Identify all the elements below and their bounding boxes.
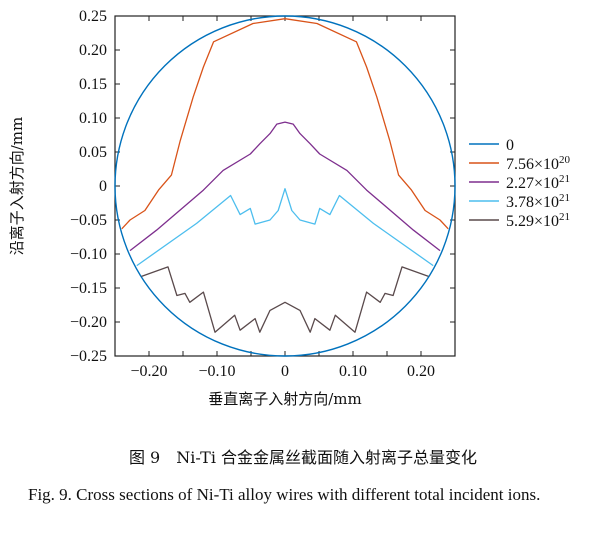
x-tick-label: −0.10 bbox=[198, 363, 235, 380]
x-tick-label: −0.20 bbox=[130, 363, 167, 380]
chart: 0.25 0.20 0.15 0.10 0.05 0 −0.05 −0.10 −0.15 −0.2… bbox=[8, 8, 571, 408]
y-tick-label: 0.20 bbox=[79, 42, 107, 59]
y-tick-label: −0.10 bbox=[70, 246, 107, 263]
y-tick-label: 0.15 bbox=[79, 76, 107, 93]
series-line-2 bbox=[129, 121, 441, 252]
series-line-3 bbox=[136, 188, 434, 267]
series-line-4 bbox=[141, 266, 429, 333]
series-line-0 bbox=[114, 15, 456, 357]
legend-label: 2.27×1021 bbox=[506, 173, 570, 192]
legend-label: 5.29×1021 bbox=[506, 211, 570, 230]
y-tick-label: −0.25 bbox=[70, 348, 107, 365]
x-tick-label: 0 bbox=[281, 363, 289, 380]
y-tick-label: 0.25 bbox=[79, 8, 107, 25]
plot-area: 0.25 0.20 0.15 0.10 0.05 0 −0.05 −0.10 −0.15 −0.2… bbox=[70, 8, 456, 380]
y-tick-label: 0.05 bbox=[79, 144, 107, 161]
legend-label: 0 bbox=[506, 137, 514, 154]
caption-english: Fig. 9. Cross sections of Ni-Ti alloy wi… bbox=[28, 485, 541, 504]
x-axis-label: 垂直离子入射方向/mm bbox=[208, 390, 362, 408]
legend-label: 7.56×1020 bbox=[506, 154, 571, 173]
y-tick-label: −0.15 bbox=[70, 280, 107, 297]
x-tick-label: 0.20 bbox=[407, 363, 435, 380]
x-tick-label: 0.10 bbox=[339, 363, 367, 380]
y-axis-label: 沿离子入射方向/mm bbox=[8, 117, 26, 256]
y-tick-label: −0.20 bbox=[70, 314, 107, 331]
y-tick-label: 0.10 bbox=[79, 110, 107, 127]
caption-chinese: 图 9 Ni-Ti 合金金属丝截面随入射离子总量变化 bbox=[128, 448, 478, 467]
legend-label: 3.78×1021 bbox=[506, 192, 570, 211]
y-tick-label: −0.05 bbox=[70, 212, 107, 229]
y-tick-label: 0 bbox=[99, 178, 107, 195]
series-line-1 bbox=[121, 18, 449, 230]
plot-frame bbox=[114, 15, 456, 357]
